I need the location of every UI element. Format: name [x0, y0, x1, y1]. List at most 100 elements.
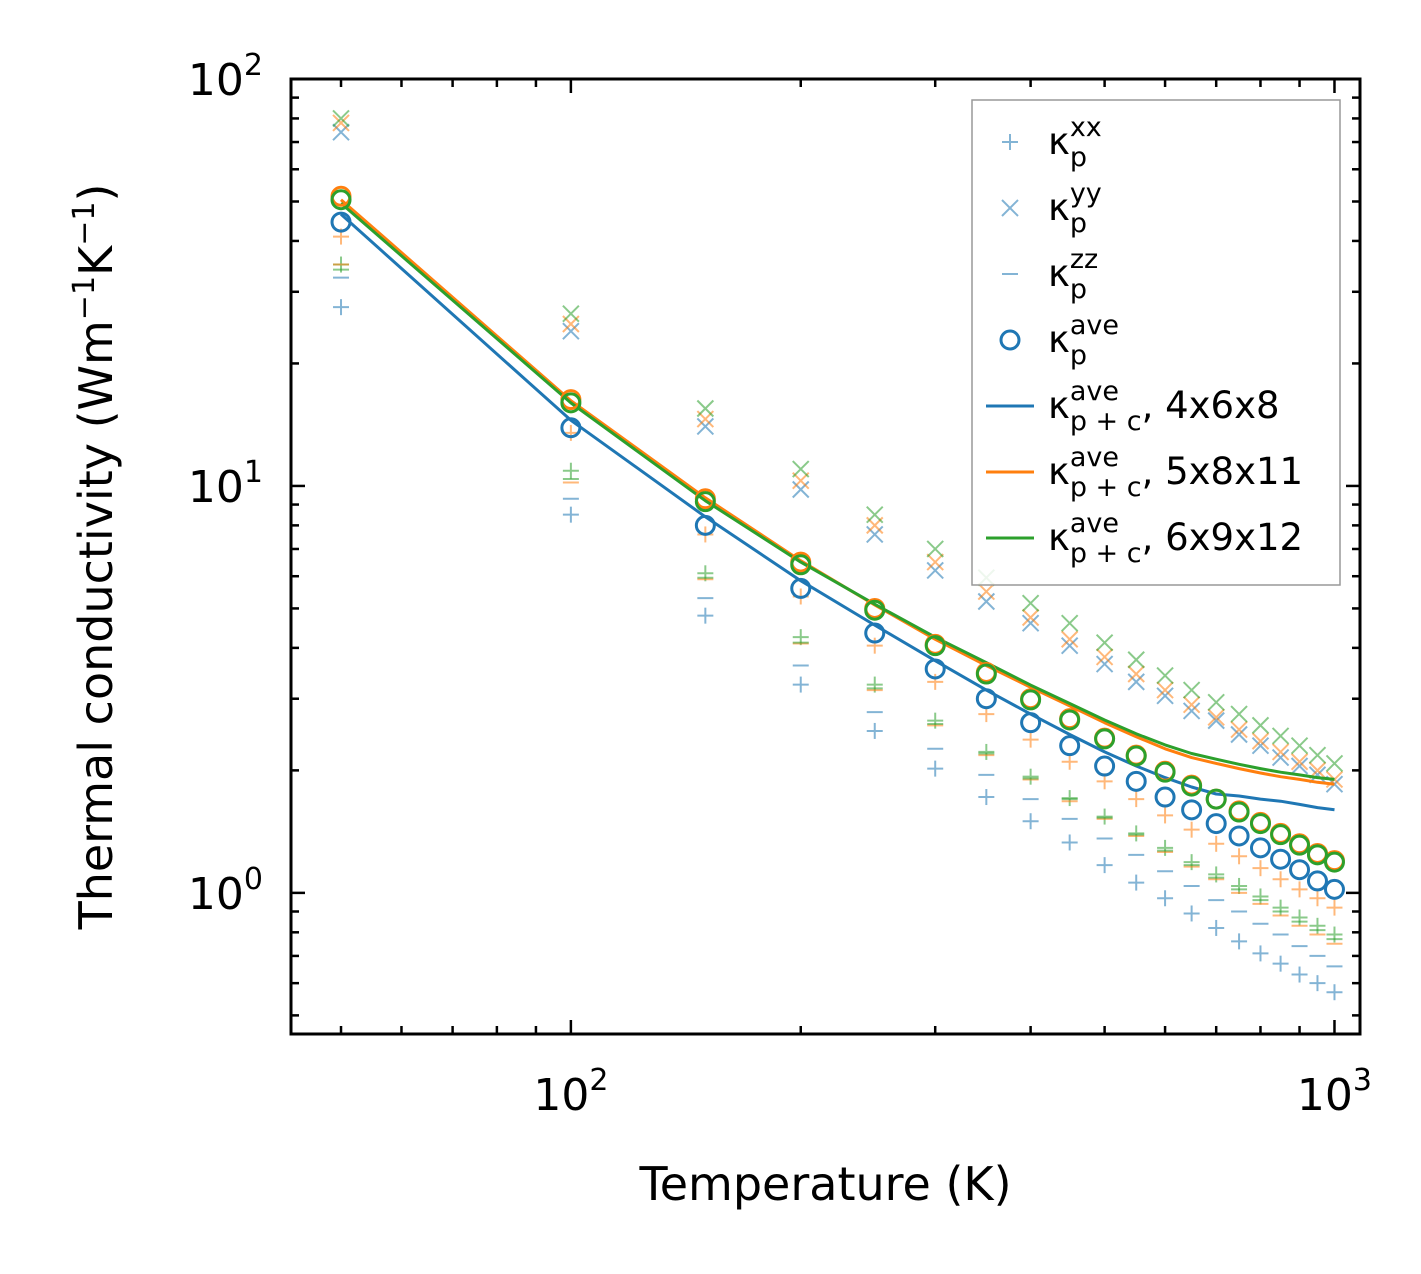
legend-label-base: κ [1048, 318, 1070, 361]
legend-label-sub: p [1070, 340, 1087, 371]
series--p-xx-4x6x8-point-4 [866, 722, 883, 739]
series--p-ave-4x6x8-point-15 [1249, 837, 1271, 859]
series--p-ave-4x6x8-point-7-ring [1020, 712, 1042, 734]
series--p-xx-6x9x12-point-19 [1326, 926, 1343, 943]
series--p-yy-6x9x12-point-8-d2 [1060, 614, 1079, 632]
series--p-yy-5x8x11-point-6 [977, 582, 996, 601]
legend-label-base: κ [1048, 384, 1070, 427]
series--p-ave-4x6x8-point-18-ring [1306, 870, 1328, 892]
series--p-ave-6x9x12-point-18 [1306, 844, 1328, 866]
series--p-yy-4x6x8-point-7 [1021, 614, 1040, 632]
series--p-xx-5x8x11-point-16 [1272, 871, 1289, 888]
series--p-ave-6x9x12-point-1 [560, 392, 582, 414]
series--p-xx-5x8x11-point-11 [1157, 807, 1174, 824]
series--p-yy-6x9x12-point-19-d2 [1325, 754, 1344, 773]
series--p-yy-6x9x12 [332, 109, 1344, 773]
series--p-yy-6x9x12-point-1 [562, 304, 580, 323]
series--p-yy-6x9x12-point-5-d2 [926, 540, 944, 558]
series--p-yy-5x8x11-point-8-d2 [1060, 630, 1079, 648]
legend-label-sup: ave [1070, 376, 1119, 407]
series--p-ave-6x9x12-point-12-ring [1181, 775, 1203, 797]
legend-marker-0 [1002, 134, 1018, 150]
series--p-ave-4x6x8-point-9 [1094, 755, 1116, 777]
legend-label-sub: p + c [1070, 406, 1142, 437]
series--p-xx-5x8x11-point-14 [1231, 848, 1248, 865]
series--p-yy-5x8x11-point-9 [1095, 648, 1114, 666]
series--p-ave-4x6x8-point-18 [1306, 870, 1328, 892]
series--p-ave-4x6x8-point-5-ring [924, 658, 946, 680]
series--p-yy-6x9x12-point-12 [1182, 681, 1201, 699]
series--p-yy-5x8x11-point-9-d2 [1095, 648, 1114, 666]
x-tick-base: 10 [1297, 1070, 1353, 1121]
series--p-yy-6x9x12-point-18-d2 [1308, 746, 1327, 764]
series--p-xx-4x6x8-point-19 [1326, 984, 1343, 1001]
legend-label-sup: ave [1070, 508, 1119, 539]
series--p-xx-4x6x8-point-8 [1061, 834, 1078, 851]
series--p-xx-6x9x12 [333, 256, 1343, 943]
legend-label-sub: p [1070, 208, 1087, 239]
series--p-xx-5x8x11-point-7 [1022, 731, 1039, 748]
series--p-yy-6x9x12-point-7 [1021, 594, 1040, 612]
legend-label: κave p + c, 5x8x11 [1048, 442, 1303, 503]
series--p-ave-6x9x12-point-18-ring [1306, 844, 1328, 866]
series--p-yy-4x6x8-point-11 [1156, 687, 1174, 705]
legend-marker-1-d2 [1001, 199, 1019, 217]
series--p-ave-6x9x12-point-9-ring [1094, 728, 1116, 750]
series--p-ave-4x6x8-point-12-ring [1181, 799, 1203, 821]
legend-label-sup: ave [1070, 310, 1119, 341]
series--p-ave-4x6x8-point-9-ring [1094, 755, 1116, 777]
series--p-yy-6x9x12-point-10 [1127, 651, 1145, 669]
series--p-yy-4x6x8-point-15 [1251, 736, 1270, 755]
y-tick-base: 10 [188, 462, 244, 513]
y-axis-label-exp1: −1 [67, 276, 102, 320]
x-tick-exp: 2 [589, 1063, 608, 1098]
series--p-ave-6x9x12-point-19-ring [1323, 851, 1345, 873]
y-tick-label: 101 [188, 455, 263, 513]
series--p-ave-4x6x8-point-19 [1323, 878, 1345, 900]
series--p-yy-5x8x11-point-0 [332, 114, 350, 132]
series--p-yy-4x6x8-point-10 [1127, 673, 1145, 691]
legend-label-sup: xx [1070, 112, 1102, 143]
series--p-yy-5x8x11-point-17 [1290, 753, 1309, 771]
legend-marker-1 [1001, 199, 1019, 217]
series--p-yy-4x6x8-point-1 [562, 322, 580, 340]
series--p-yy-4x6x8-point-7-d2 [1021, 614, 1040, 632]
series--p-xx-5x8x11-point-15 [1252, 860, 1269, 877]
series--p-ave-4x6x8-point-2-ring [694, 514, 716, 536]
series--p-yy-6x9x12-point-0 [332, 109, 350, 128]
series--p-yy-4x6x8-point-12 [1182, 702, 1201, 720]
legend-label: κave p + c, 4x6x8 [1048, 376, 1280, 437]
series--p-ave-4x6x8-point-19-ring [1323, 878, 1345, 900]
series--p-yy-4x6x8-point-4 [866, 525, 884, 544]
series--p-yy-4x6x8-point-1-d2 [562, 322, 580, 340]
series--p-yy-4x6x8-point-3-d2 [792, 480, 810, 499]
series--p-yy-6x9x12-point-19 [1325, 754, 1344, 773]
y-tick-label: 100 [188, 862, 263, 920]
series--p-yy-5x8x11-point-15 [1251, 732, 1270, 750]
series--p-yy-4x6x8-point-5 [926, 561, 944, 580]
legend-label-sub: p + c [1070, 538, 1142, 569]
series--p-ave-4x6x8-point-0-ring [330, 211, 352, 233]
series--p-xx-4x6x8-point-3 [792, 676, 809, 693]
legend-label-suffix: , 5x8x11 [1142, 450, 1303, 493]
series--p-xx-4x6x8-point-9 [1096, 857, 1113, 874]
y-tick-exp: 1 [244, 455, 263, 490]
series--p-yy-5x8x11-point-11 [1156, 681, 1174, 699]
series--p-yy-6x9x12-point-2 [696, 399, 715, 418]
legend-marker-3-ring [999, 329, 1021, 351]
legend-box [971, 99, 1341, 586]
series--p-yy-5x8x11-point-17-d2 [1290, 753, 1309, 771]
series--p-yy-4x6x8-point-16 [1271, 748, 1290, 767]
series--p-ave-6x9x12-point-7 [1020, 689, 1042, 711]
series--p-ave-6x9x12-point-3 [790, 554, 812, 576]
y-tick-base: 10 [188, 869, 244, 920]
series--p-yy-6x9x12-point-8 [1060, 614, 1079, 632]
series--p-ave-4x6x8-point-8 [1059, 735, 1081, 757]
series--p-ave-4x6x8-point-6 [975, 688, 997, 710]
series--p-ave-4x6x8-point-15-ring [1249, 837, 1271, 859]
series--p-ave-6x9x12-point-7-ring [1020, 689, 1042, 711]
legend-label-suffix: , 4x6x8 [1142, 384, 1280, 427]
series--p-yy-4x6x8-point-11-d2 [1156, 687, 1174, 705]
y-axis-label-exp2: −1 [67, 202, 102, 246]
series--p-ave-4x6x8-point-11-ring [1154, 786, 1176, 808]
